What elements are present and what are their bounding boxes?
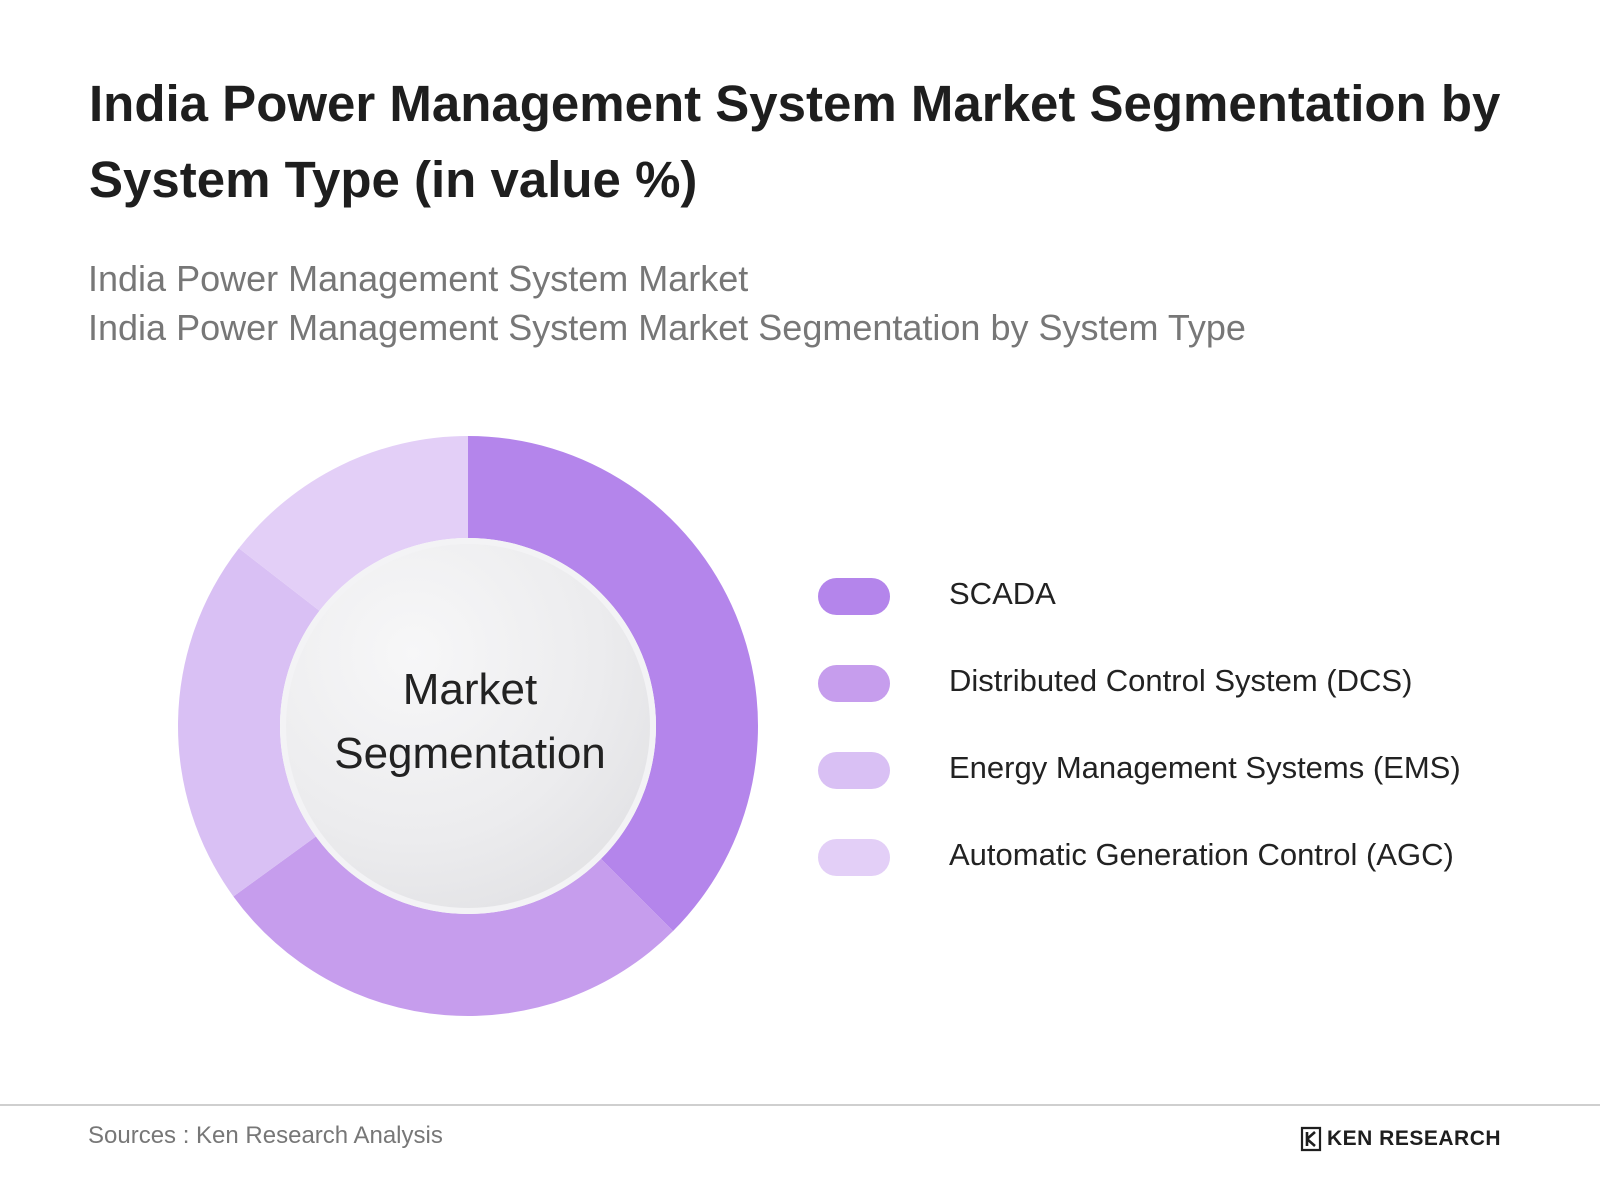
donut-slice-dcs	[233, 836, 674, 1016]
donut-center-disc	[286, 544, 650, 908]
subtitle-line-market: India Power Management System Market	[88, 258, 749, 299]
legend-label-agc: Automatic Generation Control (AGC)	[949, 837, 1454, 872]
donut-slice-ems	[178, 548, 320, 897]
legend-item-scada: SCADA	[818, 566, 1578, 653]
center-label-line-segmentation: Segmentation	[334, 729, 606, 778]
brand-name: KEN RESEARCH	[1327, 1127, 1502, 1150]
donut-slice-scada	[468, 436, 758, 932]
legend-item-agc: Automatic Generation Control (AGC)	[818, 827, 1578, 914]
chart-legend: SCADA Distributed Control System (DCS) E…	[818, 566, 1578, 914]
legend-label-scada: SCADA	[949, 576, 1056, 611]
subtitle: India Power Management System Market Ind…	[88, 254, 1488, 352]
source-note: Sources : Ken Research Analysis	[88, 1122, 443, 1149]
ken-research-logo-icon	[1300, 1126, 1322, 1152]
legend-swatch-agc	[818, 839, 890, 876]
legend-swatch-scada	[818, 578, 890, 615]
page-title: India Power Management System Market Seg…	[89, 75, 1501, 208]
legend-swatch-ems	[818, 752, 890, 789]
brand-logo: KEN RESEARCH	[1300, 1124, 1501, 1154]
legend-label-dcs: Distributed Control System (DCS)	[949, 663, 1413, 698]
footer-divider	[0, 1104, 1600, 1106]
subtitle-line-segmentation: India Power Management System Market Seg…	[88, 307, 1246, 348]
legend-swatch-dcs	[818, 665, 890, 702]
legend-label-ems: Energy Management Systems (EMS)	[949, 750, 1461, 785]
donut-chart	[178, 436, 758, 1016]
donut-slices	[178, 436, 758, 1016]
legend-item-ems: Energy Management Systems (EMS)	[818, 740, 1578, 827]
legend-item-dcs: Distributed Control System (DCS)	[818, 653, 1578, 740]
center-label: Market Segmentation	[290, 658, 650, 786]
donut-slice-agc	[238, 436, 468, 611]
center-label-line-market: Market	[402, 665, 538, 714]
